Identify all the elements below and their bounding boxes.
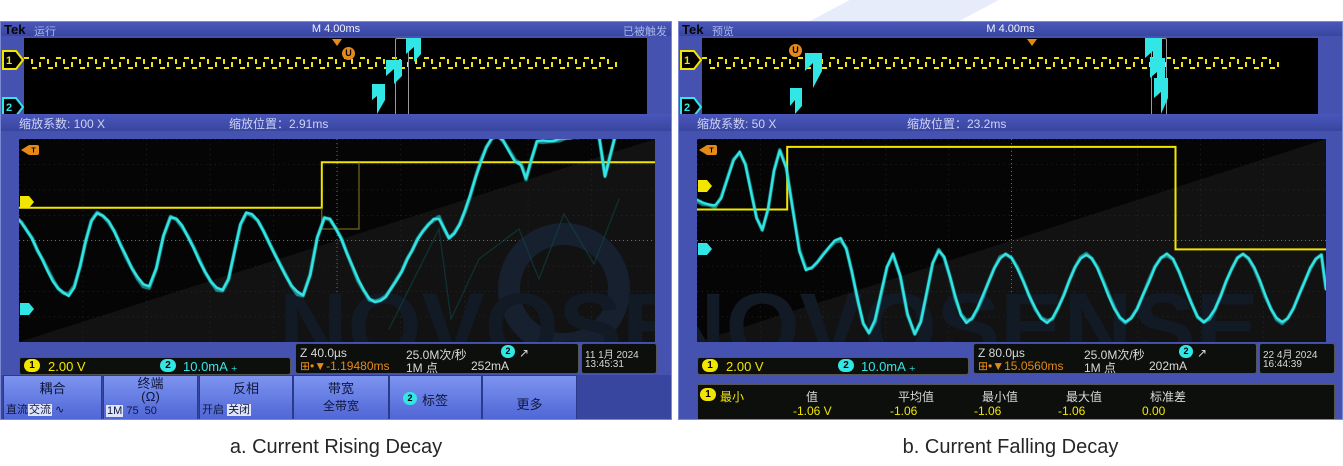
svg-text:2: 2 — [684, 102, 690, 114]
svg-text:T: T — [31, 148, 36, 155]
svg-text:1: 1 — [6, 55, 12, 67]
svg-text:1: 1 — [684, 55, 690, 67]
svg-text:2: 2 — [6, 102, 12, 114]
svg-text:T: T — [709, 148, 714, 155]
